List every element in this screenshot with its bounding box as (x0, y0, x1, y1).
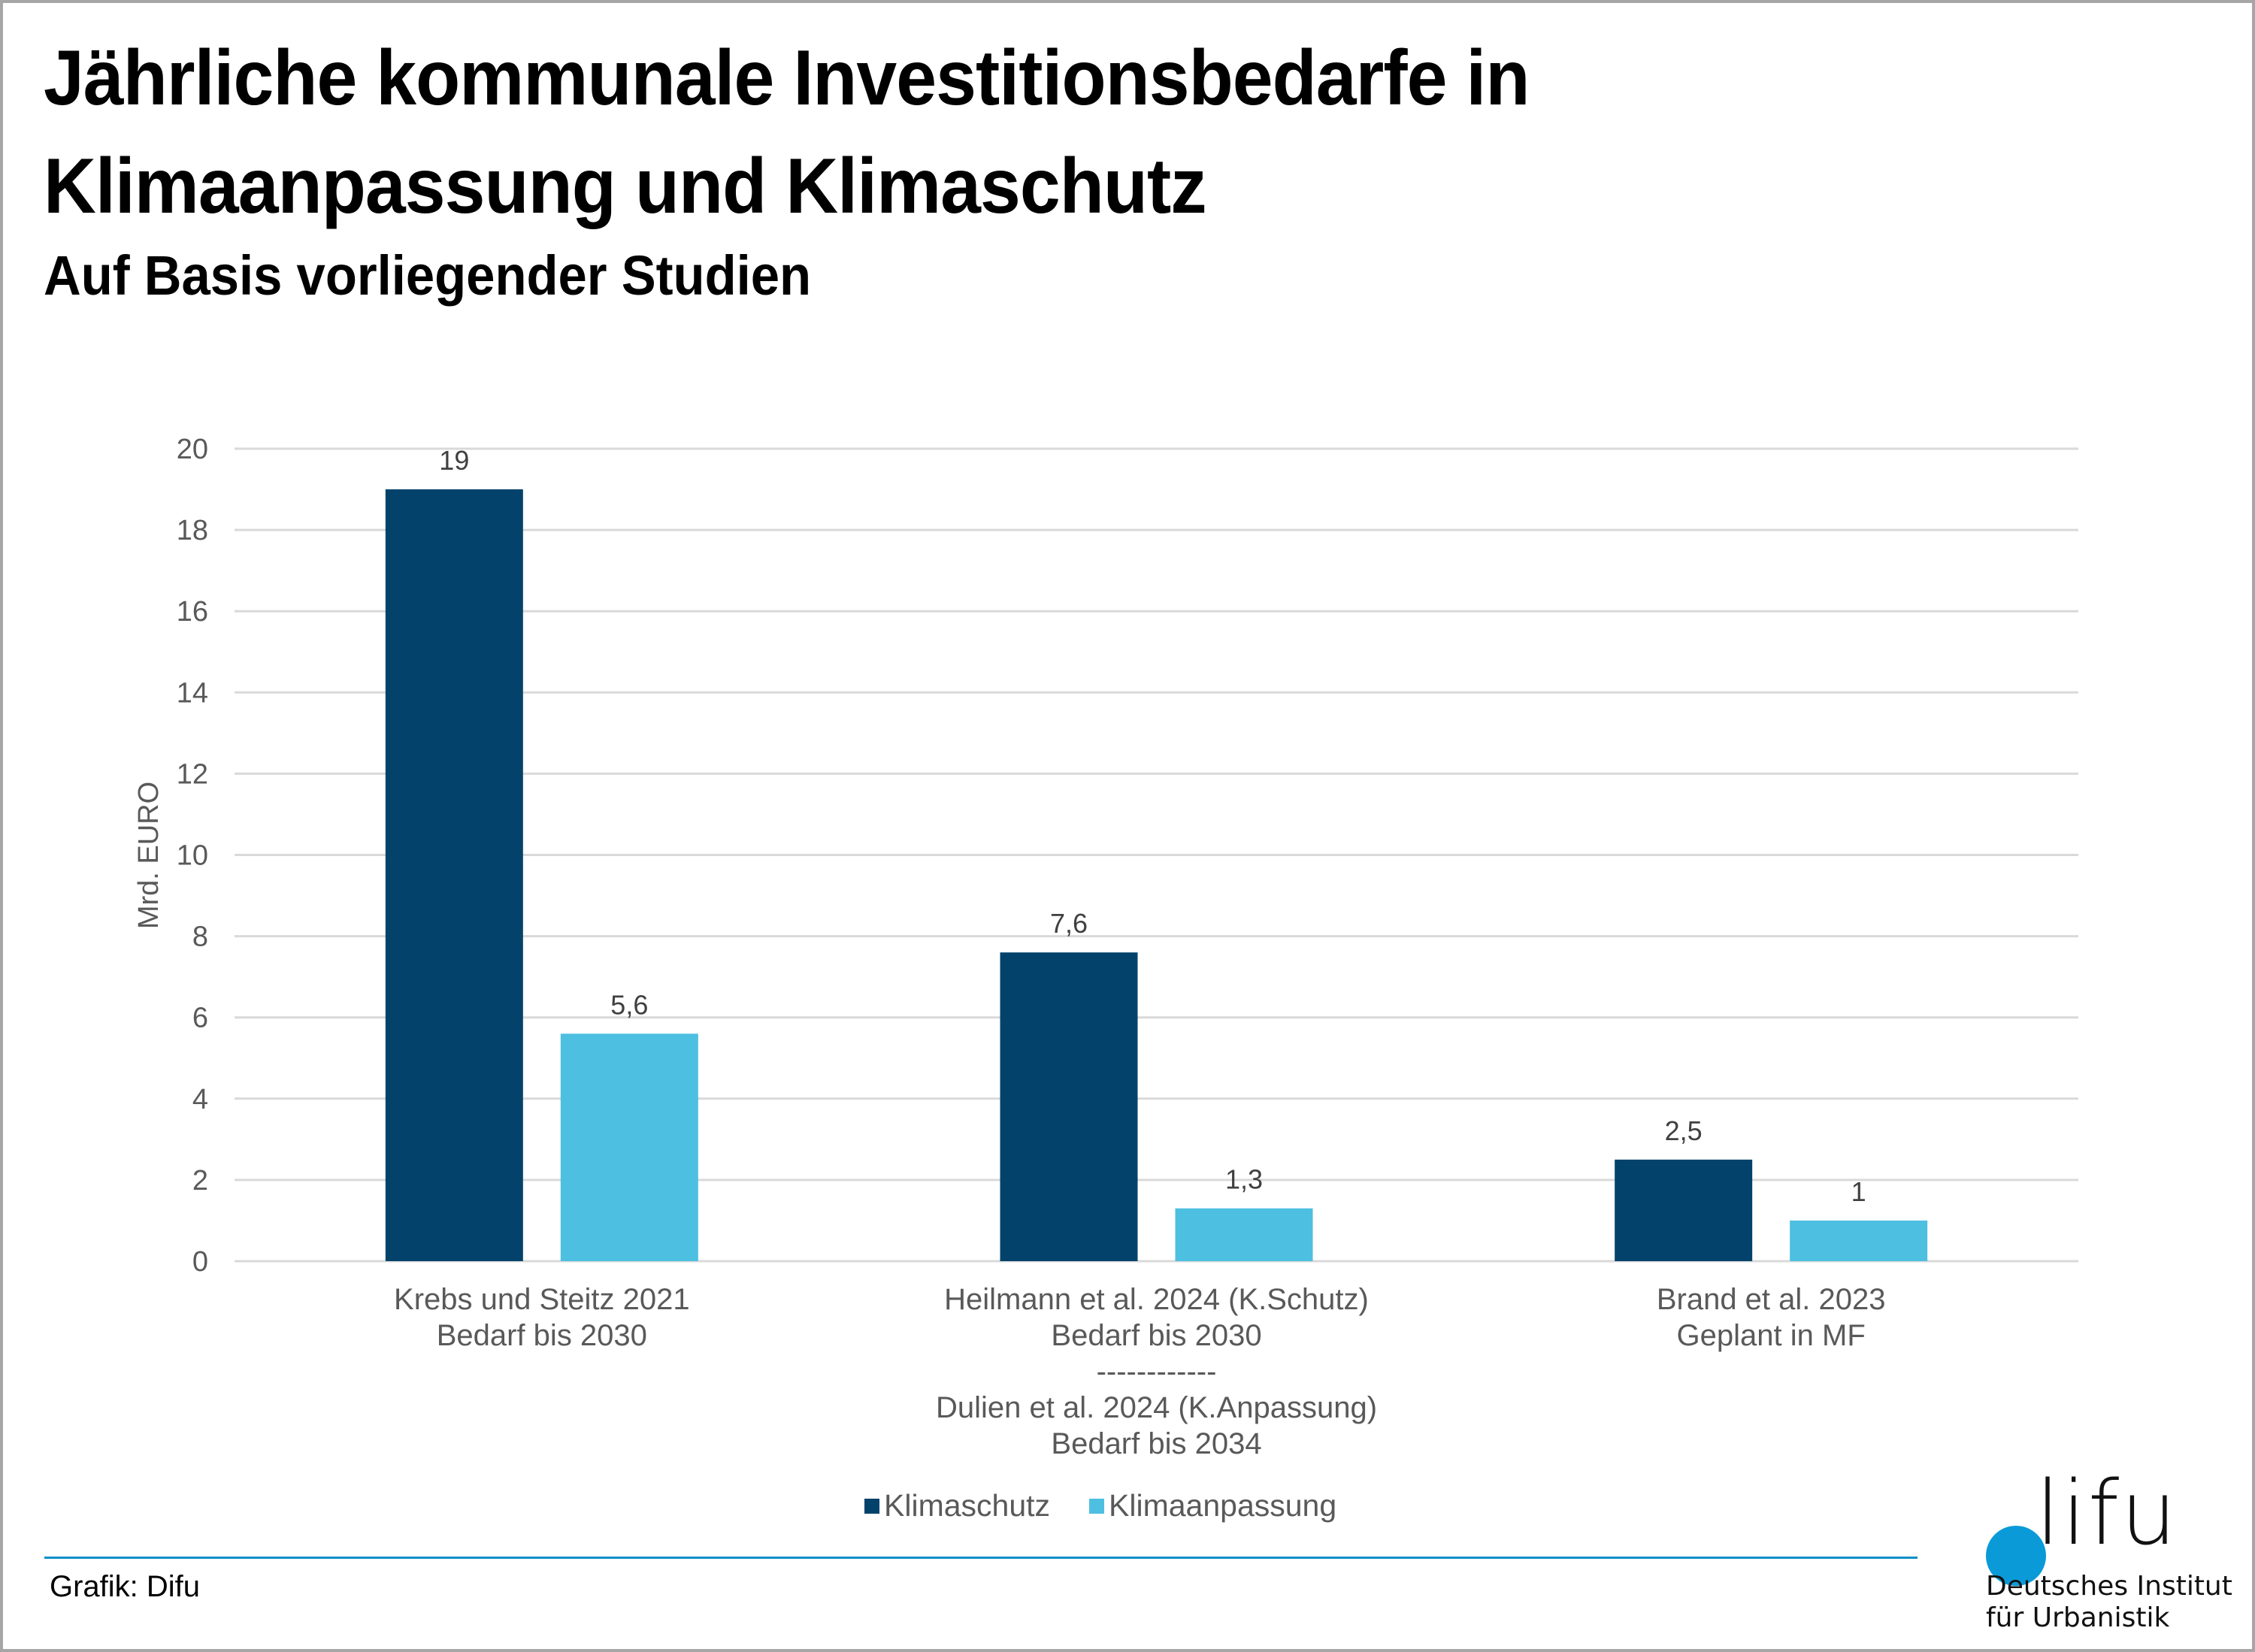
category-label: Heilmann et al. 2024 (K.Schutz) (944, 1283, 1369, 1316)
data-label: 1 (1851, 1176, 1866, 1207)
data-label: 7,6 (1050, 908, 1088, 939)
category-label: Bedarf bis 2034 (1051, 1427, 1261, 1460)
bar-klimaschutz-1[interactable] (1000, 952, 1138, 1261)
category-label: Bedarf bis 2030 (437, 1319, 647, 1352)
y-tick-label: 18 (177, 515, 208, 546)
logo-dot-icon (1986, 1526, 2046, 1586)
legend: Klimaschutz Klimaanpassung (864, 1488, 1376, 1523)
category-label: Dulien et al. 2024 (K.Anpassung) (936, 1391, 1377, 1424)
y-axis-ticks: 0 2 4 6 8 10 12 14 16 18 20 (177, 434, 208, 1278)
y-tick-label: 14 (177, 677, 208, 709)
data-label: 2,5 (1665, 1115, 1703, 1146)
category-label: ------------ (1097, 1355, 1217, 1388)
data-label: 5,6 (610, 989, 648, 1020)
legend-item-klimaanpassung[interactable]: Klimaanpassung (1089, 1488, 1336, 1523)
category-label: Bedarf bis 2030 (1051, 1319, 1261, 1352)
bar-klimaschutz-0[interactable] (385, 489, 523, 1261)
category-label: Brand et al. 2023 (1657, 1283, 1886, 1316)
logo-subtitle-line-1: Deutsches Institut (1986, 1571, 2232, 1602)
data-label: 19 (439, 445, 469, 476)
legend-label: Klimaanpassung (1109, 1488, 1337, 1523)
chart-subtitle: Auf Basis vorliegender Studien (44, 244, 812, 307)
y-tick-label: 12 (177, 758, 208, 790)
y-tick-label: 8 (192, 921, 208, 953)
bar-klimaschutz-2[interactable] (1615, 1159, 1753, 1261)
category-label: Krebs und Steitz 2021 (394, 1283, 690, 1316)
legend-swatch-klimaanpassung (1089, 1498, 1105, 1514)
legend-label: Klimaschutz (884, 1488, 1051, 1523)
logo-wordmark: lifu (2036, 1461, 2178, 1565)
y-axis-label: Mrd. EURO (133, 782, 165, 929)
bar-klimaanpassung-2[interactable] (1790, 1220, 1928, 1261)
y-tick-label: 4 (192, 1084, 208, 1115)
legend-item-klimaschutz[interactable]: Klimaschutz (864, 1488, 1050, 1523)
chart-title-line-1: Jährliche kommunale Investitionsbedarfe … (44, 35, 1530, 122)
category-label: Geplant in MF (1677, 1319, 1866, 1352)
source-credit: Grafik: Difu (50, 1570, 201, 1603)
gridlines (235, 447, 2078, 1263)
bars (385, 489, 1928, 1261)
y-tick-label: 2 (192, 1165, 208, 1197)
y-tick-label: 10 (177, 840, 208, 872)
chart-title-line-2: Klimaanpassung und Klimaschutz (44, 143, 1207, 230)
y-tick-label: 16 (177, 596, 208, 628)
y-tick-label: 6 (192, 1003, 208, 1034)
bar-klimaanpassung-0[interactable] (560, 1033, 698, 1261)
bar-klimaanpassung-1[interactable] (1175, 1208, 1313, 1261)
legend-swatch-klimaschutz (864, 1498, 879, 1514)
data-label: 1,3 (1225, 1164, 1263, 1195)
difu-logo: lifu Deutsches Institut für Urbanistik (1977, 1469, 2232, 1638)
y-tick-label: 0 (192, 1246, 208, 1278)
data-labels: 19 5,6 7,6 1,3 2,5 1 (439, 445, 1866, 1207)
logo-subtitle-line-2: für Urbanistik (1986, 1602, 2170, 1633)
logo-subtitle: Deutsches Institut für Urbanistik (1986, 1571, 2232, 1634)
y-tick-label: 20 (177, 434, 208, 465)
footer-divider (44, 1557, 1918, 1559)
